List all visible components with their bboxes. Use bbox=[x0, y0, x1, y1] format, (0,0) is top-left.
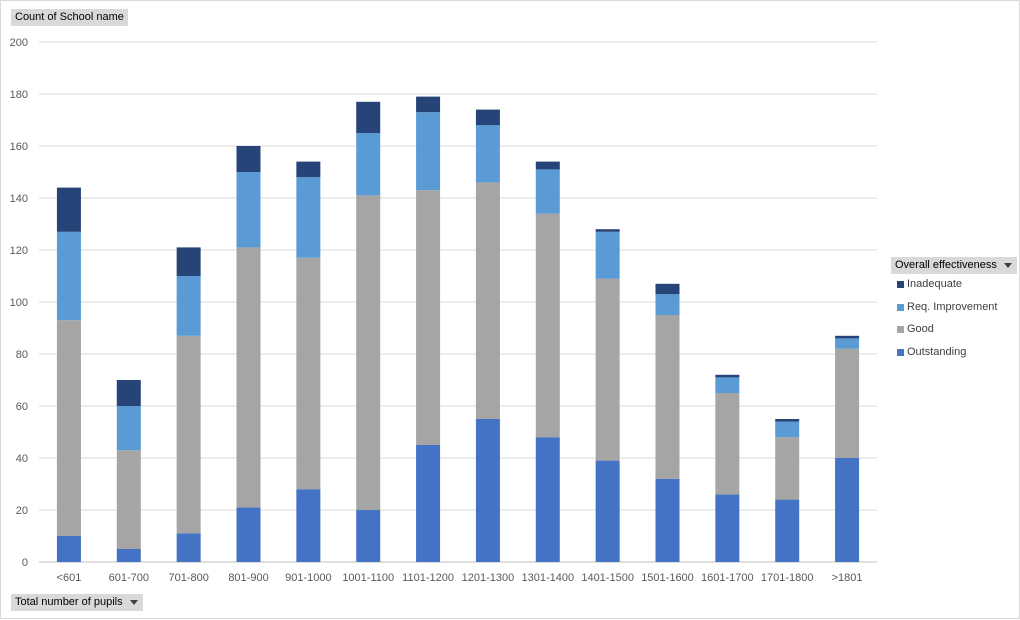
bar-outstanding bbox=[535, 437, 560, 562]
bar-outstanding bbox=[475, 419, 500, 562]
chevron-down-icon[interactable] bbox=[1003, 263, 1012, 268]
bar-req-improvement bbox=[775, 421, 800, 438]
legend-label: Outstanding bbox=[907, 345, 967, 358]
bar-good bbox=[176, 335, 201, 534]
bar-req-improvement bbox=[356, 133, 381, 196]
bar-good bbox=[775, 437, 800, 500]
bar-inadequate bbox=[236, 146, 261, 172]
x-tick-label: 1101-1200 bbox=[402, 572, 454, 584]
axis-field-label: Total number of pupils bbox=[15, 596, 123, 608]
bar-req-improvement bbox=[296, 177, 321, 258]
x-tick-label: 1601-1700 bbox=[701, 572, 754, 584]
x-tick-label: 701-800 bbox=[168, 572, 208, 584]
bar-inadequate bbox=[296, 161, 321, 178]
legend-field-label: Overall effectiveness bbox=[895, 259, 997, 271]
bar-outstanding bbox=[775, 499, 800, 562]
bar-outstanding bbox=[835, 458, 860, 562]
x-tick-label: 1001-1100 bbox=[342, 572, 394, 584]
bar-outstanding bbox=[116, 549, 141, 562]
legend-swatch bbox=[897, 303, 904, 311]
bar-req-improvement bbox=[535, 169, 560, 214]
bar-outstanding bbox=[416, 445, 441, 562]
bar-req-improvement bbox=[176, 276, 201, 336]
legend-label: Good bbox=[907, 323, 934, 335]
bar-req-improvement bbox=[835, 338, 860, 349]
values-field-button[interactable]: Count of School name bbox=[11, 9, 128, 26]
x-tick-label: 601-700 bbox=[109, 572, 149, 584]
y-tick-label: 40 bbox=[16, 453, 28, 465]
values-field-label: Count of School name bbox=[15, 11, 124, 23]
legend-swatch bbox=[897, 281, 904, 288]
bar-good bbox=[655, 315, 680, 479]
bar-inadequate bbox=[715, 374, 740, 378]
x-tick-label: 1201-1300 bbox=[462, 572, 515, 584]
y-tick-label: 160 bbox=[10, 141, 28, 153]
bar-good bbox=[475, 182, 500, 419]
bar-inadequate bbox=[176, 247, 201, 276]
legend-field-button[interactable]: Overall effectiveness bbox=[891, 257, 1017, 274]
chevron-down-icon[interactable] bbox=[129, 600, 138, 605]
bar-outstanding bbox=[595, 460, 620, 562]
y-tick-label: 60 bbox=[16, 401, 28, 413]
bar-good bbox=[835, 348, 860, 458]
bar-inadequate bbox=[475, 109, 500, 126]
bar-inadequate bbox=[775, 419, 800, 422]
bar-outstanding bbox=[176, 533, 201, 562]
y-tick-label: 100 bbox=[10, 297, 28, 309]
bar-inadequate bbox=[535, 161, 560, 170]
legend-label: Inadequate bbox=[907, 278, 963, 290]
bar-good bbox=[595, 278, 620, 461]
bar-good bbox=[116, 450, 141, 549]
bar-req-improvement bbox=[655, 294, 680, 315]
bar-good bbox=[535, 213, 560, 438]
x-tick-label: 1401-1500 bbox=[581, 572, 634, 584]
bar-req-improvement bbox=[236, 172, 261, 248]
axis-field-button[interactable]: Total number of pupils bbox=[11, 594, 143, 611]
y-tick-label: 120 bbox=[10, 245, 28, 257]
bar-inadequate bbox=[595, 229, 620, 232]
x-tick-label: >1801 bbox=[832, 572, 863, 584]
bar-inadequate bbox=[116, 380, 141, 406]
x-tick-label: 801-900 bbox=[228, 572, 268, 584]
bar-good bbox=[296, 257, 321, 490]
bar-outstanding bbox=[655, 478, 680, 562]
x-tick-label: 1301-1400 bbox=[521, 572, 574, 584]
bar-req-improvement bbox=[715, 377, 740, 393]
bar-good bbox=[236, 247, 261, 508]
legend-swatch bbox=[897, 348, 904, 356]
bar-inadequate bbox=[416, 96, 441, 113]
x-tick-label: 1701-1800 bbox=[761, 572, 814, 584]
bar-outstanding bbox=[56, 536, 81, 562]
bar-inadequate bbox=[56, 187, 81, 232]
y-tick-label: 140 bbox=[10, 193, 28, 205]
bar-inadequate bbox=[835, 335, 860, 339]
bar-good bbox=[416, 190, 441, 445]
bar-outstanding bbox=[715, 494, 740, 562]
y-tick-label: 20 bbox=[16, 505, 28, 517]
y-tick-label: 0 bbox=[22, 557, 28, 569]
bar-good bbox=[715, 393, 740, 495]
bar-outstanding bbox=[236, 507, 261, 562]
y-tick-label: 80 bbox=[16, 349, 28, 361]
bar-good bbox=[56, 320, 81, 536]
bar-outstanding bbox=[356, 510, 381, 562]
bar-req-improvement bbox=[595, 231, 620, 279]
bar-inadequate bbox=[356, 101, 381, 133]
bar-outstanding bbox=[296, 489, 321, 562]
bar-req-improvement bbox=[56, 231, 81, 321]
bar-inadequate bbox=[655, 283, 680, 295]
y-tick-label: 200 bbox=[10, 37, 28, 49]
bar-req-improvement bbox=[475, 125, 500, 183]
x-tick-label: 901-1000 bbox=[285, 572, 332, 584]
x-tick-label: <601 bbox=[57, 572, 82, 584]
legend-label: Req. Improvement bbox=[907, 300, 998, 313]
bar-good bbox=[356, 195, 381, 510]
y-tick-label: 180 bbox=[10, 89, 28, 101]
bar-req-improvement bbox=[116, 406, 141, 451]
bar-req-improvement bbox=[416, 112, 441, 191]
x-tick-label: 1501-1600 bbox=[641, 572, 694, 584]
legend-swatch bbox=[897, 326, 904, 333]
